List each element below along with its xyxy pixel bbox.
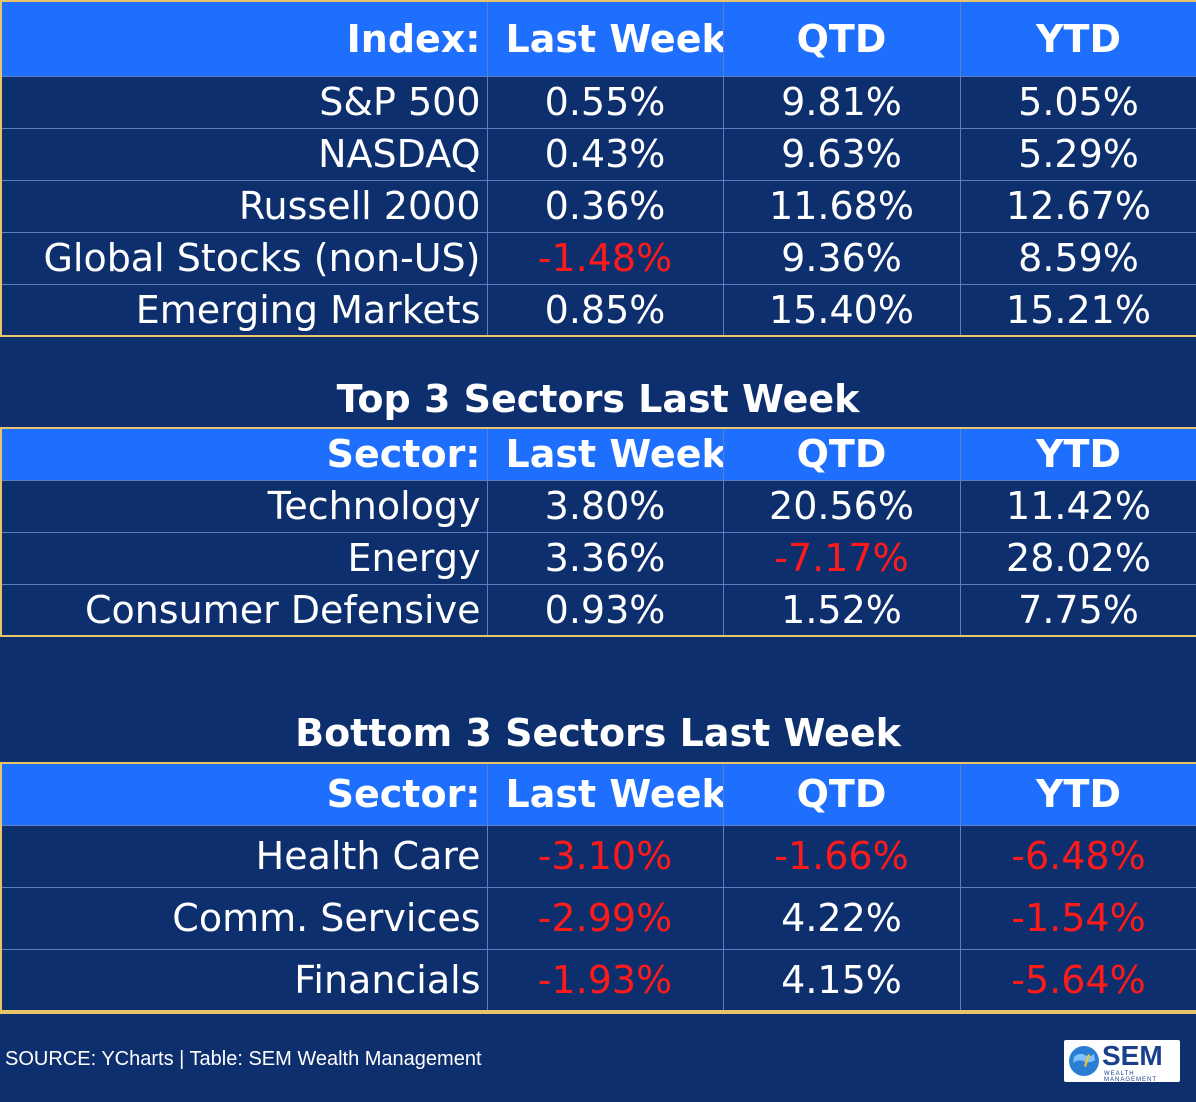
value-qtd: 1.52% — [723, 584, 961, 636]
table-row: Technology 3.80% 20.56% 11.42% — [1, 480, 1196, 533]
index-name: Emerging Markets — [1, 284, 488, 336]
value-qtd: 9.63% — [723, 128, 961, 181]
value-qtd: 9.81% — [723, 76, 961, 129]
value-ytd: -1.54% — [960, 887, 1196, 950]
top-sectors-title: Top 3 Sectors Last Week — [336, 377, 860, 421]
index-table-header: Index: Last Week QTD YTD — [1, 1, 1196, 77]
value-last-week: -3.10% — [487, 825, 724, 888]
header-sector: Sector: — [1, 763, 488, 826]
header-sector: Sector: — [1, 428, 488, 481]
value-last-week: 0.55% — [487, 76, 724, 129]
table-row: Energy 3.36% -7.17% 28.02% — [1, 532, 1196, 585]
value-last-week: -1.93% — [487, 949, 724, 1011]
value-qtd: 4.15% — [723, 949, 961, 1011]
index-table: Index: Last Week QTD YTD S&P 500 0.55% 9… — [0, 0, 1196, 337]
bottom-sectors-table: Sector: Last Week QTD YTD Health Care -3… — [0, 762, 1196, 1012]
globe-icon — [1069, 1046, 1099, 1076]
table-row: Global Stocks (non-US) -1.48% 9.36% 8.59… — [1, 232, 1196, 285]
value-qtd: 11.68% — [723, 180, 961, 233]
index-name: S&P 500 — [1, 76, 488, 129]
sector-name: Financials — [1, 949, 488, 1011]
value-ytd: 5.29% — [960, 128, 1196, 181]
table-row: Comm. Services -2.99% 4.22% -1.54% — [1, 887, 1196, 950]
value-qtd: 15.40% — [723, 284, 961, 336]
sector-name: Consumer Defensive — [1, 584, 488, 636]
value-ytd: 5.05% — [960, 76, 1196, 129]
value-last-week: 0.85% — [487, 284, 724, 336]
table-row: NASDAQ 0.43% 9.63% 5.29% — [1, 128, 1196, 181]
value-last-week: -1.48% — [487, 232, 724, 285]
value-qtd: 4.22% — [723, 887, 961, 950]
value-ytd: 8.59% — [960, 232, 1196, 285]
header-index: Index: — [1, 1, 488, 77]
header-qtd: QTD — [723, 428, 961, 481]
logo-text: SEM — [1102, 1040, 1163, 1071]
value-qtd: -1.66% — [723, 825, 961, 888]
header-last-week: Last Week — [487, 428, 724, 481]
top-sectors-table: Sector: Last Week QTD YTD Technology 3.8… — [0, 427, 1196, 637]
table-row: Health Care -3.10% -1.66% -6.48% — [1, 825, 1196, 888]
index-name: NASDAQ — [1, 128, 488, 181]
header-ytd: YTD — [960, 1, 1196, 77]
value-last-week: 0.93% — [487, 584, 724, 636]
sem-logo: SEM WEALTH MANAGEMENT — [1064, 1040, 1180, 1083]
value-ytd: 7.75% — [960, 584, 1196, 636]
source-text: SOURCE: YCharts | Table: SEM Wealth Mana… — [5, 1048, 482, 1070]
value-qtd: -7.17% — [723, 532, 961, 585]
table-row: Emerging Markets 0.85% 15.40% 15.21% — [1, 284, 1196, 336]
index-name: Global Stocks (non-US) — [1, 232, 488, 285]
value-qtd: 20.56% — [723, 480, 961, 533]
logo-subtext: WEALTH MANAGEMENT — [1104, 1071, 1158, 1083]
table-row: Consumer Defensive 0.93% 1.52% 7.75% — [1, 584, 1196, 636]
value-last-week: 3.36% — [487, 532, 724, 585]
sector-name: Energy — [1, 532, 488, 585]
header-last-week: Last Week — [487, 1, 724, 77]
table-row: Financials -1.93% 4.15% -5.64% — [1, 949, 1196, 1011]
value-ytd: 12.67% — [960, 180, 1196, 233]
value-last-week: -2.99% — [487, 887, 724, 950]
sector-name: Comm. Services — [1, 887, 488, 950]
value-ytd: -5.64% — [960, 949, 1196, 1011]
header-qtd: QTD — [723, 1, 961, 77]
sector-name: Technology — [1, 480, 488, 533]
index-name: Russell 2000 — [1, 180, 488, 233]
header-ytd: YTD — [960, 428, 1196, 481]
value-qtd: 9.36% — [723, 232, 961, 285]
top-sectors-header: Sector: Last Week QTD YTD — [1, 428, 1196, 481]
header-qtd: QTD — [723, 763, 961, 826]
sector-name: Health Care — [1, 825, 488, 888]
bottom-sectors-title: Bottom 3 Sectors Last Week — [295, 711, 901, 755]
footer: SOURCE: YCharts | Table: SEM Wealth Mana… — [0, 1012, 1196, 1102]
value-ytd: 11.42% — [960, 480, 1196, 533]
value-ytd: 15.21% — [960, 284, 1196, 336]
header-last-week: Last Week — [487, 763, 724, 826]
value-last-week: 3.80% — [487, 480, 724, 533]
bottom-sectors-header: Sector: Last Week QTD YTD — [1, 763, 1196, 826]
table-row: Russell 2000 0.36% 11.68% 12.67% — [1, 180, 1196, 233]
header-ytd: YTD — [960, 763, 1196, 826]
value-ytd: -6.48% — [960, 825, 1196, 888]
value-ytd: 28.02% — [960, 532, 1196, 585]
value-last-week: 0.43% — [487, 128, 724, 181]
value-last-week: 0.36% — [487, 180, 724, 233]
table-row: S&P 500 0.55% 9.81% 5.05% — [1, 76, 1196, 129]
